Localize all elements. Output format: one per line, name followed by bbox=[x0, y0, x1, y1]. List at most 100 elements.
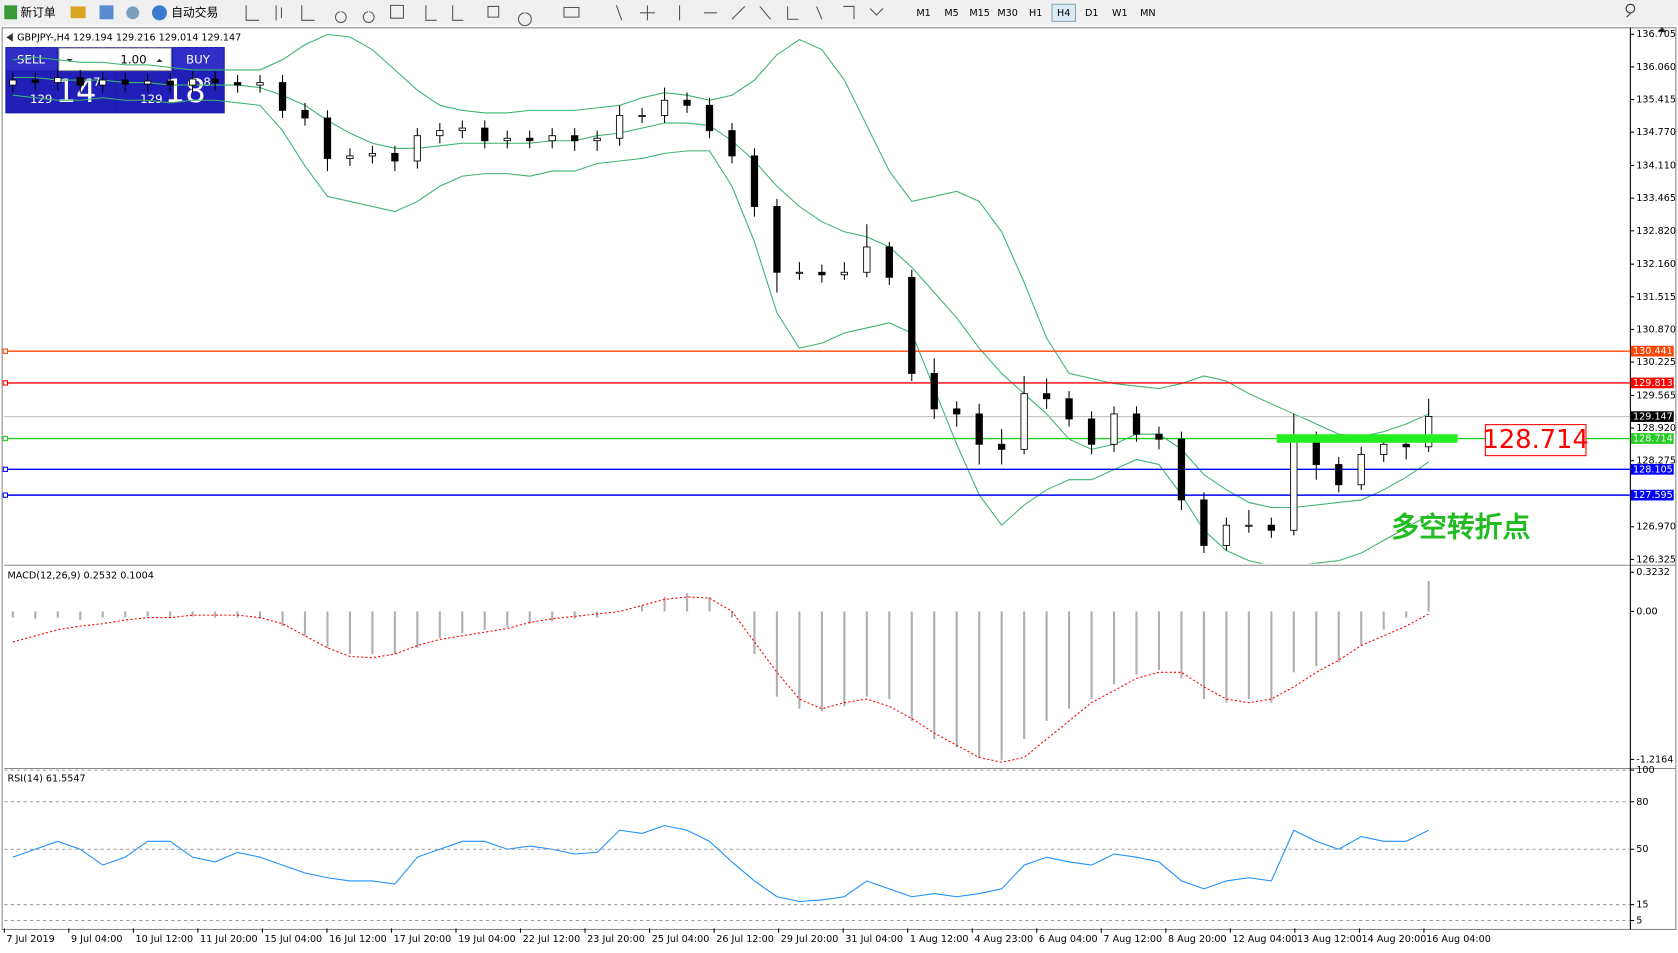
timeframe-button[interactable]: M5 bbox=[944, 8, 958, 19]
level-label-bg bbox=[1630, 489, 1674, 501]
y-tick-label: 5 bbox=[1636, 915, 1642, 926]
candle-body bbox=[1357, 453, 1365, 486]
candle-body bbox=[750, 155, 759, 207]
candle-body bbox=[166, 80, 174, 86]
sell-price-main: 14 bbox=[56, 72, 97, 110]
level-label: 128.714 bbox=[1633, 434, 1673, 445]
autotrade-button[interactable]: 自动交易 bbox=[171, 5, 218, 19]
plot-area bbox=[12, 824, 1429, 903]
annotation: 多空转折点 bbox=[1391, 510, 1530, 543]
candle-body bbox=[571, 135, 579, 142]
x-tick-label: 10 Jul 12:00 bbox=[135, 934, 193, 945]
chart-window bbox=[1, 27, 1677, 931]
y-tick-label: 129.565 bbox=[1636, 390, 1676, 401]
x-tick-label: 25 Jul 04:00 bbox=[652, 934, 710, 945]
buy-price-big: 129 bbox=[140, 92, 162, 106]
level-label: 128.105 bbox=[1633, 464, 1673, 475]
timeframe-button[interactable]: M15 bbox=[969, 8, 990, 19]
candle-body bbox=[503, 137, 511, 142]
x-tick-label: 15 Jul 04:00 bbox=[265, 934, 323, 945]
level-label-bg bbox=[1630, 433, 1674, 444]
candle-body bbox=[1380, 443, 1388, 455]
level-label: 130.441 bbox=[1633, 346, 1673, 357]
candle-body bbox=[413, 135, 421, 162]
candle-body bbox=[9, 79, 17, 86]
y-tick-label: 134.770 bbox=[1636, 127, 1676, 138]
candle-body bbox=[1222, 524, 1231, 546]
candle-body bbox=[1245, 524, 1253, 527]
spin-down[interactable] bbox=[66, 58, 73, 63]
candle-body bbox=[548, 135, 556, 142]
sell-price-pip: 7 bbox=[93, 75, 100, 89]
candle-body bbox=[54, 77, 62, 83]
y-tick-label: 133.465 bbox=[1636, 193, 1676, 204]
timeframe-button[interactable]: M30 bbox=[997, 8, 1018, 19]
icon[interactable] bbox=[70, 6, 86, 19]
candle-body bbox=[885, 246, 893, 278]
lot-value[interactable]: 1.00 bbox=[120, 52, 146, 66]
new-order-icon[interactable] bbox=[4, 5, 18, 20]
sell-button[interactable] bbox=[6, 48, 57, 71]
x-tick-label: 7 Aug 12:00 bbox=[1103, 934, 1162, 945]
x-tick-label: 16 Aug 04:00 bbox=[1426, 934, 1491, 945]
y-tick-label: 100 bbox=[1636, 765, 1654, 776]
x-tick-label: 31 Jul 04:00 bbox=[845, 934, 903, 945]
x-tick-label: 13 Aug 12:00 bbox=[1297, 934, 1362, 945]
candle-body bbox=[1177, 438, 1186, 501]
tool-icons[interactable] bbox=[245, 4, 884, 27]
y-tick-label: 0.00 bbox=[1636, 607, 1657, 618]
icon[interactable] bbox=[99, 5, 114, 20]
y-tick-label: 132.160 bbox=[1636, 259, 1676, 270]
autotrade-icon[interactable] bbox=[151, 5, 167, 21]
timeframe-button[interactable]: W1 bbox=[1112, 8, 1128, 19]
x-tick-label: 26 Jul 12:00 bbox=[716, 934, 774, 945]
y-tick-label: 50 bbox=[1636, 844, 1648, 855]
sell-label[interactable]: SELL bbox=[17, 52, 45, 66]
timeframe-button[interactable]: H4 bbox=[1057, 8, 1070, 19]
candle-body bbox=[144, 80, 152, 85]
timeframe-button[interactable]: M1 bbox=[916, 8, 930, 19]
buy-label[interactable]: BUY bbox=[186, 52, 211, 66]
y-tick-label: 130.225 bbox=[1636, 357, 1676, 368]
level-label-bg bbox=[1630, 345, 1674, 357]
new-order-button[interactable]: 新订单 bbox=[20, 5, 56, 19]
plot-area bbox=[11, 581, 1430, 763]
candle-body bbox=[1267, 524, 1275, 531]
icon[interactable] bbox=[126, 6, 140, 20]
candle-body bbox=[840, 271, 848, 276]
y-tick-label: 134.110 bbox=[1636, 161, 1676, 172]
candle-body bbox=[1087, 418, 1096, 445]
plot-area bbox=[4, 33, 1630, 564]
timeframe-button[interactable]: D1 bbox=[1085, 8, 1099, 19]
candle-body bbox=[1110, 413, 1118, 445]
y-tick-label: 80 bbox=[1636, 797, 1648, 808]
candle-body bbox=[615, 115, 624, 139]
timeframe-button[interactable]: H1 bbox=[1029, 8, 1042, 19]
candle-body bbox=[795, 271, 804, 274]
candle-body bbox=[953, 408, 961, 415]
search-icon[interactable] bbox=[1625, 3, 1636, 18]
scroll-marker bbox=[1657, 26, 1667, 33]
candle-body bbox=[458, 127, 466, 132]
bollinger-band bbox=[12, 94, 1429, 564]
sell-price-big: 129 bbox=[30, 92, 52, 106]
signal-line bbox=[12, 596, 1429, 763]
lot-input[interactable] bbox=[58, 47, 172, 72]
candle-body bbox=[526, 137, 534, 142]
candle-body bbox=[593, 137, 601, 142]
rsi-line bbox=[12, 824, 1429, 903]
x-tick-label: 7 Jul 2019 bbox=[6, 934, 54, 945]
level-anchor bbox=[2, 380, 9, 386]
x-tick-label: 12 Aug 04:00 bbox=[1232, 934, 1297, 945]
spin-up[interactable] bbox=[156, 58, 163, 63]
buy-button[interactable] bbox=[173, 48, 224, 71]
timeframe-button[interactable]: MN bbox=[1140, 8, 1155, 19]
candle-body bbox=[660, 99, 669, 116]
candle-body bbox=[1200, 499, 1208, 546]
drawing-tools bbox=[245, 4, 884, 27]
x-tick-label: 11 Jul 20:00 bbox=[200, 934, 258, 945]
timeframes: M1 M5 M15 M30 H1 H4 D1 W1 MN bbox=[916, 3, 1156, 22]
level-anchor bbox=[2, 348, 9, 354]
annotation-box bbox=[1484, 424, 1587, 457]
